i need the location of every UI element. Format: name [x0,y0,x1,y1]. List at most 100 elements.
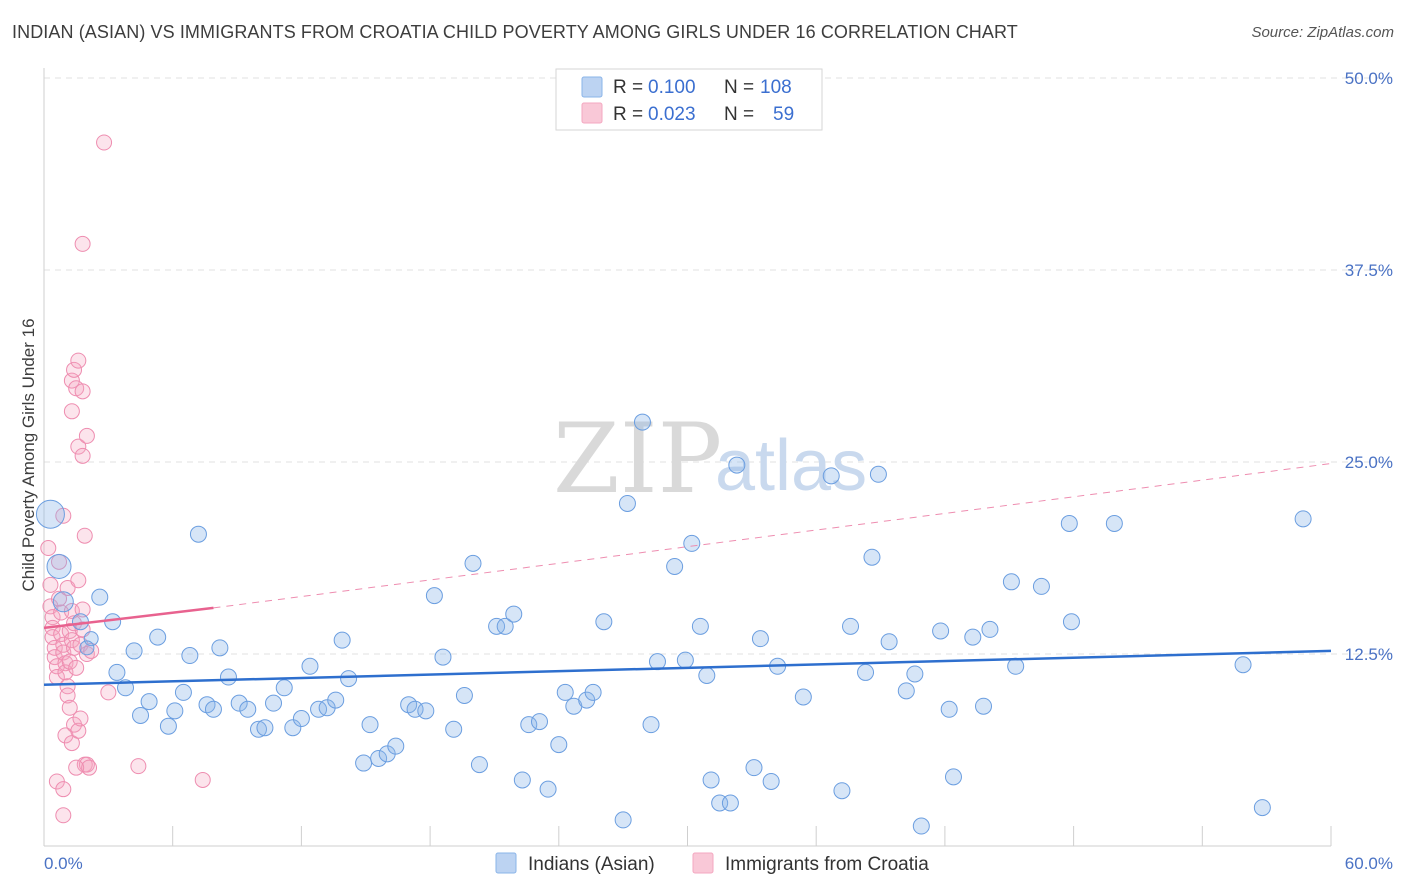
croatia-point-33 [76,527,93,544]
croatia-point-30 [74,601,91,618]
indians-point-39 [370,749,388,767]
indians-point-70 [676,651,694,669]
axes [43,68,1332,847]
indians-point-20 [204,700,222,718]
indians-point-63 [595,613,613,631]
croatia-trendline [43,606,214,630]
indians-point-43 [406,700,424,718]
y-tick-label-1: 25.0% [1345,453,1393,472]
indians-point-45 [425,587,443,605]
indians-point-55 [520,716,538,734]
indians-point-93 [932,622,950,640]
indians-point-16 [174,683,192,701]
trendlines [43,463,1332,686]
croatia-point-40 [72,710,89,727]
indians-point-103 [1062,613,1080,631]
indians-point-1 [46,553,72,579]
indians-point-82 [794,688,812,706]
croatia-point-26 [68,659,85,676]
indians-point-95 [944,768,962,786]
indians-point-14 [159,717,177,735]
indians-point-22 [219,668,237,686]
indians-point-34 [327,691,345,709]
croatia-point-57 [96,134,113,151]
indians-point-26 [256,719,274,737]
indians-point-36 [340,670,358,688]
indians-point-88 [869,465,887,483]
indians-point-62 [584,683,602,701]
bottom-legend-swatch-croatia [692,852,714,874]
indians-point-67 [642,716,660,734]
legend-r-value-2: 0.023 [648,104,696,125]
indians-point-86 [857,663,875,681]
indians-point-53 [505,605,523,623]
indians-point-21 [211,639,229,657]
bottom-legend-label-croatia: Immigrants from Croatia [725,854,929,875]
indians-point-57 [539,780,557,798]
indians-point-17 [181,647,199,665]
indians-point-58 [550,736,568,754]
indians-point-54 [513,771,531,789]
indians-point-49 [464,554,482,572]
indians-point-107 [1294,510,1312,528]
indians-point-10 [125,642,143,660]
indians-point-23 [230,694,248,712]
indians-point-66 [633,413,651,431]
y-tick-label-2: 37.5% [1345,261,1393,280]
indians-point-25 [250,720,267,738]
croatia-points [40,134,211,824]
indians-point-37 [355,754,373,772]
legend-r-label-1: R = [613,77,643,98]
indians-point-15 [166,702,184,720]
indians-point-98 [981,620,999,638]
croatia-point-35 [61,699,78,716]
indians-point-4 [83,631,99,647]
indians-point-100 [1002,573,1020,591]
indians-point-84 [833,782,851,800]
indians-point-38 [361,716,379,734]
bottom-legend: Indians (Asian) Immigrants from Croatia [495,852,929,875]
indians-point-56 [530,713,548,731]
indians-point-6 [91,588,109,606]
indians-point-90 [897,682,915,700]
croatia-point-27 [70,572,87,589]
croatia-point-49 [70,438,87,455]
watermark-atlas: atlas [715,426,867,506]
legend-n-value-1: 108 [760,77,792,98]
indians-point-7 [104,613,122,631]
indians-points [35,413,1312,835]
y-tick-labels: 12.5% 25.0% 37.5% 50.0% [1345,69,1393,664]
indians-point-101 [1032,577,1050,595]
indians-point-80 [762,772,780,790]
indians-point-65 [618,494,636,512]
croatia-point-55 [74,447,91,464]
y-axis-title: Child Poverty Among Girls Under 16 [19,318,38,591]
indians-point-18 [189,525,207,543]
croatia-point-6 [46,639,63,656]
indians-point-72 [691,617,709,635]
indians-point-41 [387,737,405,755]
croatia-point-11 [51,590,68,607]
indians-point-13 [149,628,167,646]
indians-point-106 [1253,799,1271,817]
indians-point-8 [108,663,126,681]
chart-title: INDIAN (ASIAN) VS IMMIGRANTS FROM CROATI… [12,22,1018,42]
indians-point-29 [284,719,302,737]
indians-point-46 [434,648,452,666]
legend-n-value-2: 59 [773,104,794,125]
y-tick-label-0: 12.5% [1345,645,1393,664]
indians-point-11 [132,706,150,724]
indians-point-104 [1105,514,1123,532]
croatia-point-20 [61,622,78,639]
indians-point-2 [52,591,74,613]
indians-point-71 [683,534,701,552]
indians-point-47 [445,720,463,738]
top-legend: R = 0.100 N = 108 R = 0.023 N = 59 [555,68,823,131]
indians-point-31 [301,657,319,675]
croatia-point-59 [194,771,211,788]
indians-point-91 [906,665,924,683]
indians-trendline [43,649,1332,686]
indians-point-85 [842,617,860,635]
indians-point-27 [265,694,283,712]
